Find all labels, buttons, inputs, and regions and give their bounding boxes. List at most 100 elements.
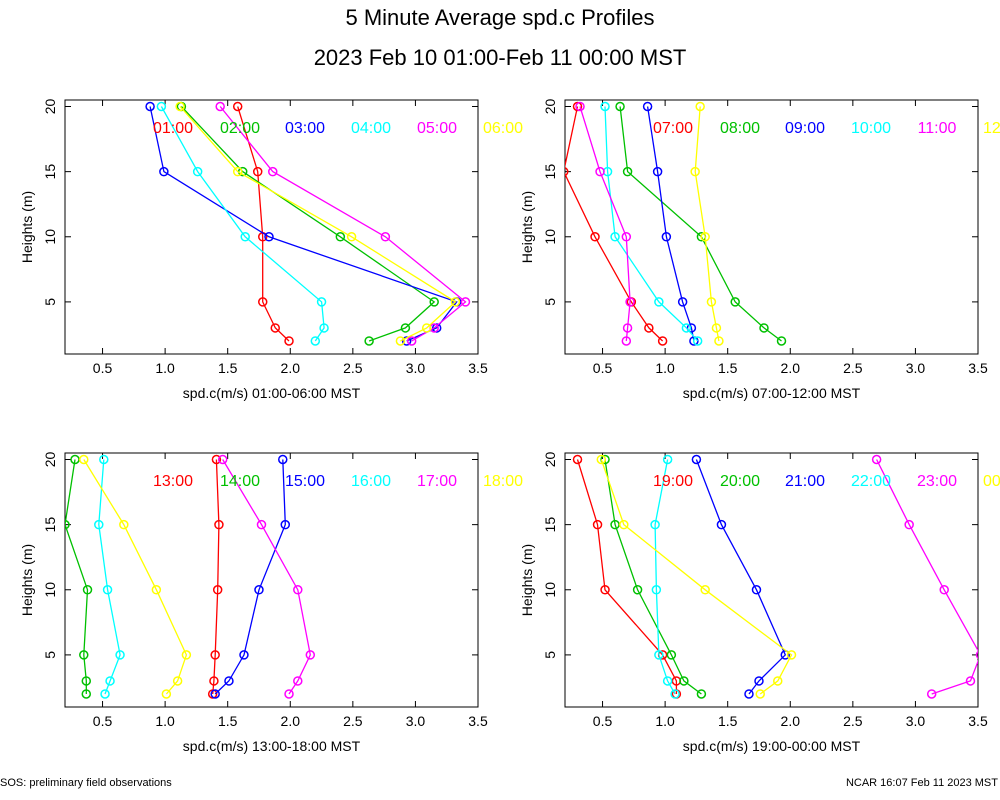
legend-label: 22:00 (851, 473, 891, 490)
data-point (192, 166, 203, 177)
legend-label: 08:00 (720, 120, 760, 137)
data-point (214, 519, 224, 530)
data-point (662, 454, 673, 465)
y-tick-label: 15 (42, 164, 58, 180)
legend-label: 02:00 (220, 120, 260, 137)
x-tick-label: 3.0 (406, 360, 426, 376)
x-tick-label: 1.5 (218, 713, 238, 729)
data-point (871, 454, 882, 465)
legend-label: 17:00 (417, 473, 457, 490)
x-tick-label: 0.5 (593, 360, 613, 376)
series-line-11:00 (579, 106, 631, 342)
y-tick-label: 10 (42, 229, 58, 245)
series-line-22:00 (654, 459, 676, 695)
data-point (661, 232, 672, 242)
x-tick-label: 2.0 (281, 360, 301, 376)
x-tick-label: 1.5 (718, 360, 738, 376)
data-point (695, 101, 705, 112)
legend-label: 09:00 (785, 120, 825, 137)
x-tick-label: 2.5 (343, 713, 363, 729)
data-point (939, 585, 949, 595)
x-tick-label: 2.5 (843, 713, 863, 729)
legend-label: 00:00 (983, 473, 1000, 490)
data-point (600, 101, 610, 112)
series-line-20:00 (604, 459, 702, 695)
x-tick-label: 1.5 (718, 713, 738, 729)
data-point (621, 232, 632, 242)
data-point (670, 689, 680, 699)
y-tick-label: 15 (42, 517, 58, 533)
data-point (657, 336, 668, 346)
data-point (210, 689, 220, 699)
data-point (754, 676, 764, 686)
y-tick-label: 10 (42, 582, 58, 598)
data-point (268, 166, 278, 177)
x-tick-label: 3.0 (406, 713, 426, 729)
data-point (975, 650, 978, 659)
data-point (217, 454, 228, 465)
data-point (610, 519, 620, 530)
series-line-12:00 (694, 106, 720, 342)
legend-label: 13:00 (153, 473, 193, 490)
y-tick-label: 5 (542, 298, 558, 306)
data-point (293, 585, 303, 595)
x-tick-label: 2.0 (281, 713, 301, 729)
data-point (595, 166, 605, 177)
data-point (210, 650, 220, 660)
data-point (159, 166, 169, 177)
data-point (714, 336, 724, 346)
data-point (600, 454, 610, 465)
chart-panel-1: 0.5 1.0 1.5 2.0 2.5 3.0 3.5 5 10 15 20 spd.c(m/s) 0… (19, 99, 523, 401)
data-point (252, 166, 263, 177)
data-point (786, 650, 797, 660)
data-point (610, 232, 620, 242)
series-line-08:00 (619, 106, 782, 342)
chart-panel-4: 0.5 1.0 1.5 2.0 2.5 3.0 3.5 5 10 15 20 spd.c(m/s) 1… (519, 452, 1000, 754)
data-point (70, 454, 80, 465)
series-line-07:00 (565, 106, 664, 342)
data-point (145, 101, 155, 112)
series-line-02:00 (180, 106, 436, 342)
x-tick-label: 2.0 (781, 713, 801, 729)
legend-label: 23:00 (917, 473, 957, 490)
data-point (679, 676, 689, 686)
data-point (716, 519, 727, 530)
data-point (662, 676, 673, 686)
data-point (115, 650, 125, 660)
chart-panel-2: 0.5 1.0 1.5 2.0 2.5 3.0 3.5 5 10 15 20 spd.c(m/s) 0… (519, 99, 1000, 401)
x-tick-label: 1.0 (155, 360, 175, 376)
data-point (460, 297, 471, 307)
y-tick-label: 15 (542, 164, 558, 180)
data-point (696, 689, 707, 699)
data-point (651, 585, 662, 595)
x-tick-label: 3.5 (968, 360, 988, 376)
data-point (592, 519, 603, 530)
data-point (642, 101, 653, 112)
data-point (102, 585, 113, 595)
data-point (310, 336, 321, 346)
y-axis-label: Heights (m) (19, 191, 35, 263)
data-point (212, 585, 223, 595)
x-tick-label: 3.0 (906, 713, 926, 729)
data-point (625, 297, 635, 307)
data-point (575, 101, 585, 112)
data-point (335, 232, 346, 242)
plot-frame (564, 452, 979, 708)
data-point (700, 232, 710, 242)
data-point (395, 336, 406, 346)
data-point (692, 336, 703, 346)
x-tick-label: 2.5 (343, 360, 363, 376)
y-tick-label: 5 (542, 651, 558, 659)
data-point (280, 519, 291, 530)
footer-timestamp: NCAR 16:07 Feb 11 2023 MST (845, 777, 998, 789)
data-point (257, 297, 268, 307)
data-point (254, 585, 264, 595)
x-tick-label: 1.0 (655, 713, 675, 729)
data-point (401, 336, 412, 346)
series-line-10:00 (604, 106, 699, 342)
data-point (965, 676, 976, 686)
series-line-18:00 (83, 459, 188, 695)
y-tick-label: 20 (542, 99, 558, 115)
x-tick-label: 3.5 (968, 713, 988, 729)
data-point (677, 297, 688, 307)
